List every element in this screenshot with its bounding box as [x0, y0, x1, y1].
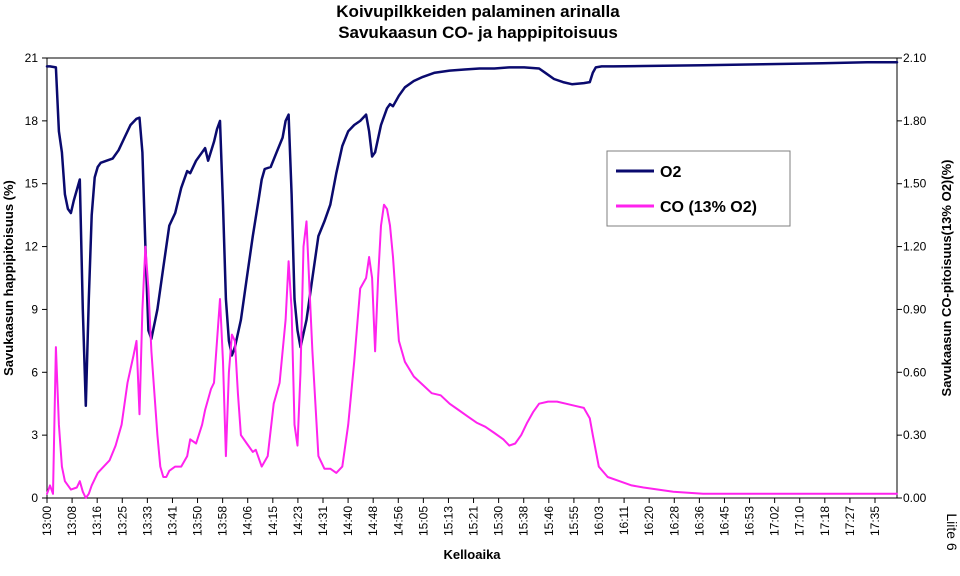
x-tick-label: 16:11 [617, 506, 631, 535]
right-y-ticks: 0.00 0.30 0.60 0.90 1.20 1.50 1.80 2.10 [897, 51, 927, 505]
legend: O2 CO (13% O2) [606, 150, 791, 227]
x-tick-label: 17:18 [818, 506, 832, 536]
left-tick-label: 15 [25, 177, 39, 191]
x-tick-label: 14:56 [391, 506, 405, 536]
x-axis-title: Kelloaika [443, 547, 501, 562]
x-tick-label: 14:15 [266, 506, 280, 536]
x-tick-label: 17:35 [868, 506, 882, 536]
x-tick-label: 15:30 [492, 506, 506, 536]
x-tick-label: 14:48 [366, 506, 380, 536]
x-tick-label: 15:05 [416, 506, 430, 536]
right-tick-label: 0.00 [903, 491, 927, 505]
left-y-ticks: 0 3 6 9 12 15 18 21 [25, 51, 47, 505]
right-tick-label: 1.80 [903, 114, 927, 128]
x-tick-label: 17:10 [793, 506, 807, 536]
x-tick-label: 16:36 [692, 506, 706, 536]
x-tick-label: 16:20 [642, 506, 656, 536]
left-tick-label: 3 [31, 428, 38, 442]
series-group [45, 60, 899, 499]
legend-label-co: CO (13% O2) [660, 199, 757, 216]
right-tick-label: 1.50 [903, 177, 927, 191]
legend-label-o2: O2 [660, 164, 681, 181]
x-tick-label: 14:23 [291, 506, 305, 536]
x-tick-label: 14:40 [341, 506, 355, 536]
x-tick-label: 15:46 [542, 506, 556, 536]
x-tick-label: 13:50 [191, 506, 205, 536]
left-tick-label: 9 [31, 302, 38, 316]
right-axis-title: Savukaasun CO-pitoisuus(13% O2)(%) [939, 160, 954, 397]
x-tick-label: 13:16 [90, 506, 104, 536]
chart-subtitle: Savukaasun CO- ja happipitoisuus [338, 23, 618, 42]
x-tick-label: 16:03 [592, 506, 606, 536]
x-tick-label: 13:08 [65, 506, 79, 536]
series-line-o2 [45, 60, 899, 408]
left-tick-label: 0 [31, 491, 38, 505]
plot-area [46, 57, 898, 499]
x-tick-label: 14:31 [316, 506, 330, 536]
x-tick-label: 16:28 [667, 506, 681, 536]
series-line-co [46, 203, 898, 499]
chart-title: Koivupilkkeiden palaminen arinalla [336, 2, 620, 21]
x-tick-label: 16:53 [743, 506, 757, 536]
legend-box [606, 150, 791, 227]
x-tick-label: 13:58 [216, 506, 230, 536]
x-tick-label: 15:21 [467, 506, 481, 536]
right-tick-label: 0.90 [903, 302, 927, 316]
right-tick-label: 1.20 [903, 240, 927, 254]
x-tick-label: 13:33 [140, 506, 154, 536]
right-tick-label: 0.60 [903, 365, 927, 379]
x-tick-label: 13:25 [115, 506, 129, 536]
x-tick-label: 16:45 [717, 506, 731, 536]
left-tick-label: 18 [25, 114, 39, 128]
x-ticks: 13:00 13:08 13:16 13:25 13:33 13:41 13:50 13:58… [40, 498, 882, 536]
x-tick-label: 15:13 [441, 506, 455, 536]
left-tick-label: 12 [25, 240, 39, 254]
side-note: Liite 6 [944, 513, 960, 551]
left-axis-title: Savukaasun happipitoisuus (%) [1, 180, 16, 376]
x-tick-label: 13:41 [165, 506, 179, 536]
x-tick-label: 17:02 [768, 506, 782, 536]
left-tick-label: 21 [25, 51, 39, 65]
left-tick-label: 6 [31, 365, 38, 379]
x-tick-label: 15:55 [567, 506, 581, 536]
x-tick-label: 15:38 [517, 506, 531, 536]
x-tick-label: 17:27 [843, 506, 857, 536]
right-tick-label: 2.10 [903, 51, 927, 65]
x-tick-label: 14:06 [241, 506, 255, 536]
x-tick-label: 13:00 [40, 506, 54, 536]
right-tick-label: 0.30 [903, 428, 927, 442]
